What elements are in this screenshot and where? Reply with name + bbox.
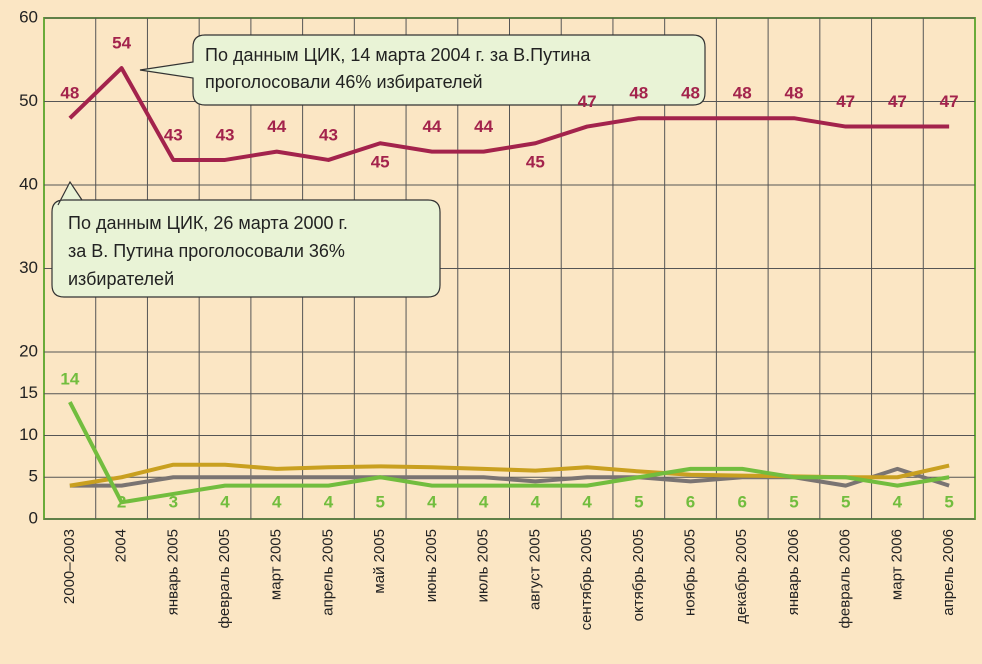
x-tick-label: январь 2006 — [785, 529, 802, 615]
x-tick-label: апрель 2005 — [319, 529, 336, 616]
x-tick-label: ноябрь 2005 — [681, 529, 698, 616]
line-series — [68, 401, 950, 505]
data-label: 5 — [789, 492, 798, 511]
data-label: 48 — [681, 84, 700, 103]
data-label: 48 — [785, 84, 804, 103]
x-tick-label: май 2005 — [371, 529, 388, 594]
y-tick-label: 0 — [29, 508, 38, 527]
data-label: 6 — [686, 492, 695, 511]
annotation: проголосовали 46% избирателей — [205, 72, 483, 92]
data-label: 14 — [60, 370, 79, 389]
x-tick-label: июнь 2005 — [423, 529, 440, 602]
annotation: По данным ЦИК, 14 марта 2004 г. за В.Пут… — [205, 45, 591, 65]
data-label: 48 — [629, 84, 648, 103]
data-label: 5 — [944, 492, 953, 511]
annotation: за В. Путина проголосовали 36% — [68, 241, 345, 261]
x-tick-label: декабрь 2005 — [733, 529, 750, 624]
y-tick-label: 20 — [19, 341, 38, 360]
data-label: 5 — [634, 492, 643, 511]
data-label: 47 — [940, 92, 959, 111]
data-label: 5 — [841, 492, 850, 511]
x-tick-label: август 2005 — [526, 529, 543, 610]
data-label: 44 — [422, 117, 441, 136]
data-label: 4 — [220, 492, 230, 511]
x-tick-label: февраль 2006 — [837, 529, 854, 628]
data-label: 5 — [375, 492, 384, 511]
data-label: 43 — [319, 125, 338, 144]
data-label: 45 — [371, 153, 390, 172]
y-tick-label: 10 — [19, 425, 38, 444]
callout-box — [51, 180, 441, 298]
x-tick-label: январь 2005 — [164, 529, 181, 615]
data-label: 45 — [526, 153, 545, 172]
x-tick-label: 2004 — [113, 529, 130, 562]
annotation: По данным ЦИК, 26 марта 2000 г. — [68, 213, 348, 233]
data-label: 6 — [738, 492, 747, 511]
data-label: 4 — [582, 492, 592, 511]
y-tick-label: 30 — [19, 258, 38, 277]
y-tick-label: 15 — [19, 383, 38, 402]
data-label: 2 — [117, 492, 126, 511]
data-label: 4 — [479, 492, 489, 511]
line-series — [68, 66, 950, 162]
data-label: 4 — [427, 492, 437, 511]
annotation: избирателей — [68, 269, 174, 289]
data-label: 4 — [531, 492, 541, 511]
y-tick-label: 40 — [19, 174, 38, 193]
data-label: 48 — [60, 84, 79, 103]
x-tick-label: апрель 2006 — [940, 529, 957, 616]
data-label: 54 — [112, 34, 131, 53]
x-tick-label: октябрь 2005 — [630, 529, 647, 621]
x-tick-label: март 2006 — [888, 529, 905, 600]
y-tick-label: 5 — [29, 467, 38, 486]
y-tick-label: 60 — [19, 7, 38, 26]
x-tick-label: февраль 2005 — [216, 529, 233, 628]
data-label: 43 — [164, 125, 183, 144]
x-tick-label: 2000–2003 — [61, 529, 78, 604]
data-label: 47 — [888, 92, 907, 111]
x-tick-label: июль 2005 — [475, 529, 492, 602]
x-tick-label: март 2005 — [268, 529, 285, 600]
callout-box — [139, 34, 706, 106]
data-label: 44 — [267, 117, 286, 136]
data-label: 4 — [893, 492, 903, 511]
data-label: 43 — [216, 125, 235, 144]
y-tick-label: 50 — [19, 91, 38, 110]
data-label: 44 — [474, 117, 493, 136]
data-label: 4 — [272, 492, 282, 511]
data-label: 48 — [733, 84, 752, 103]
data-label: 4 — [324, 492, 334, 511]
data-label: 47 — [836, 92, 855, 111]
data-label: 3 — [169, 492, 178, 511]
x-tick-label: сентябрь 2005 — [578, 529, 595, 630]
data-label: 47 — [578, 92, 597, 111]
